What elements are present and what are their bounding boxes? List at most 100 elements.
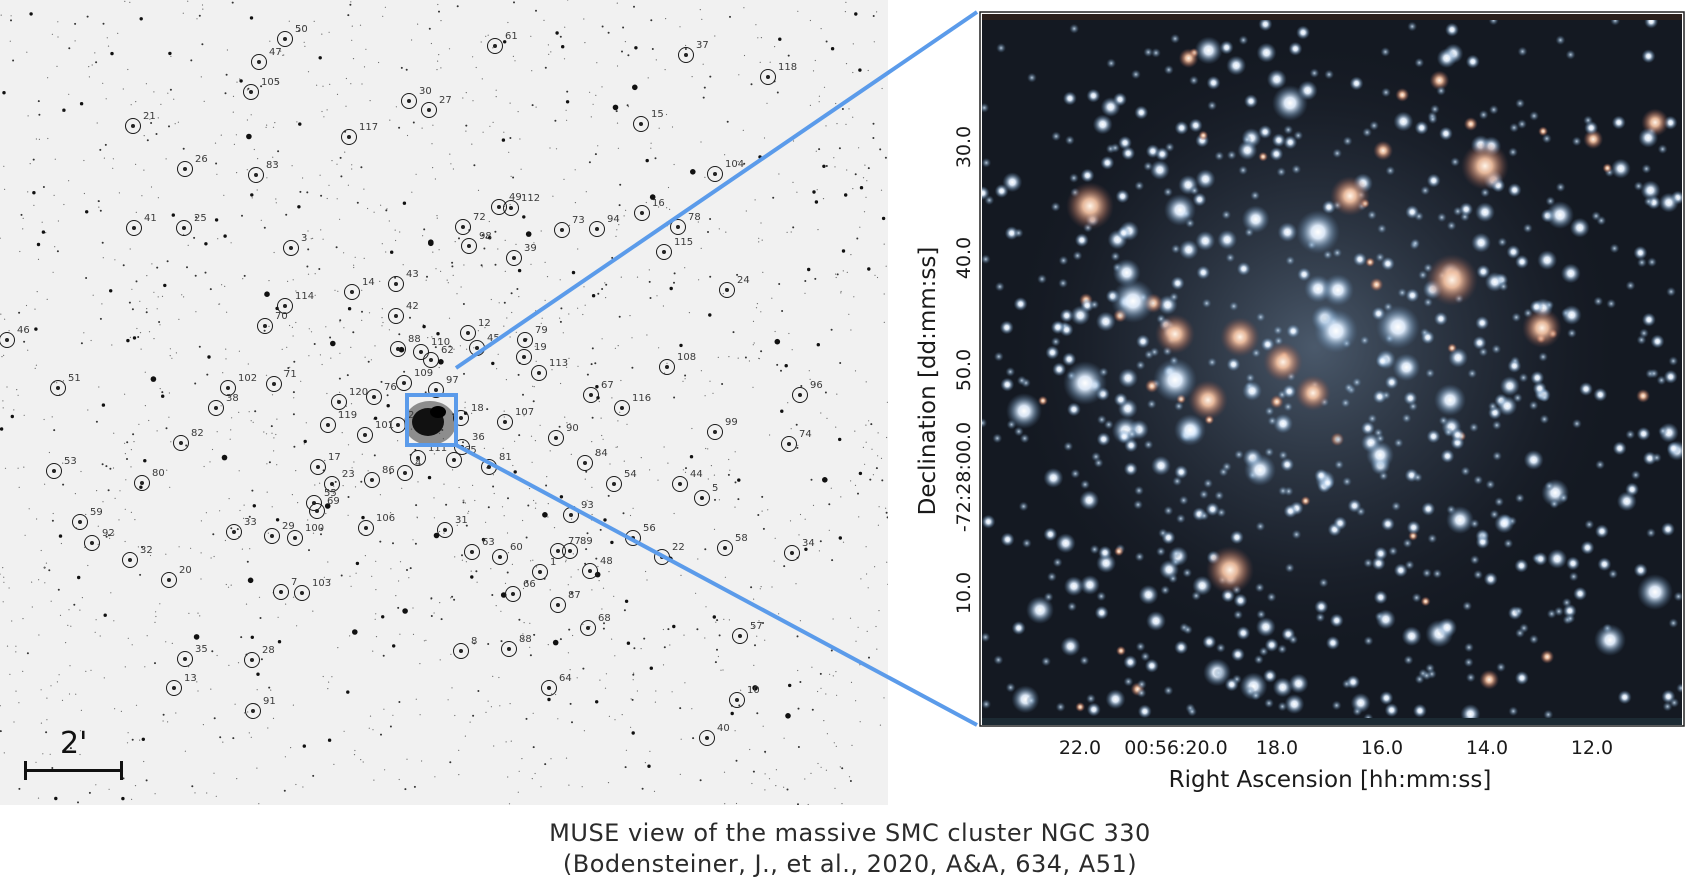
star-label: 80 — [152, 468, 165, 479]
zoom-line-top — [454, 10, 979, 370]
star-marker — [341, 129, 357, 145]
star-label: 116 — [632, 393, 652, 404]
y-tick-4: -72:28:00.0 — [953, 421, 975, 533]
star-label: 103 — [312, 578, 332, 589]
star-label: 29 — [282, 521, 295, 532]
star-marker — [226, 524, 242, 540]
star-marker — [532, 564, 548, 580]
star-marker — [134, 475, 150, 491]
star-label: 33 — [244, 517, 257, 528]
star-marker — [294, 585, 310, 601]
star-marker — [166, 680, 182, 696]
star-marker — [161, 572, 177, 588]
star-label: 119 — [338, 410, 358, 421]
star-marker — [50, 380, 66, 396]
star-label: 97 — [446, 375, 459, 386]
star-marker — [781, 436, 797, 452]
star-label: 53 — [64, 456, 77, 467]
caption-line-1: MUSE view of the massive SMC cluster NGC… — [549, 819, 1151, 847]
star-marker — [487, 38, 503, 54]
star-marker — [287, 530, 303, 546]
star-marker — [125, 118, 141, 134]
star-marker — [453, 410, 469, 426]
star-label: 66 — [523, 579, 536, 590]
star-label: 76 — [384, 382, 397, 393]
star-marker — [460, 325, 476, 341]
star-label: 54 — [624, 469, 637, 480]
star-label: 107 — [515, 407, 535, 418]
star-marker — [672, 476, 688, 492]
star-label: 105 — [261, 77, 281, 88]
star-marker — [580, 620, 596, 636]
star-label: 21 — [143, 111, 156, 122]
star-marker — [531, 365, 547, 381]
star-label: 81 — [499, 452, 512, 463]
star-label: 37 — [696, 40, 709, 51]
star-marker — [505, 586, 521, 602]
star-label: 120 — [349, 387, 369, 398]
star-marker — [717, 540, 733, 556]
star-label: 70 — [275, 311, 288, 322]
star-label: 42 — [406, 301, 419, 312]
star-label: 58 — [735, 533, 748, 544]
zoom-box — [405, 393, 458, 447]
star-marker — [358, 520, 374, 536]
star-label: 41 — [144, 213, 157, 224]
star-marker — [245, 703, 261, 719]
star-label: 5 — [712, 483, 719, 494]
star-label: 102 — [238, 373, 258, 384]
star-label: 32 — [140, 545, 153, 556]
star-marker — [243, 84, 259, 100]
star-label: 31 — [455, 515, 468, 526]
star-marker — [177, 651, 193, 667]
x-axis-title: Right Ascension [hh:mm:ss] — [1168, 767, 1492, 793]
star-marker — [550, 597, 566, 613]
x-tick-6: 12.0 — [1570, 737, 1614, 759]
star-label: 62 — [441, 345, 454, 356]
star-marker — [577, 455, 593, 471]
star-marker — [707, 424, 723, 440]
y-tick-1: 30.0 — [953, 125, 975, 169]
x-tick-4: 16.0 — [1360, 737, 1404, 759]
star-label: 101 — [375, 420, 395, 431]
star-marker — [277, 298, 293, 314]
star-marker — [366, 389, 382, 405]
star-marker — [344, 284, 360, 300]
star-label: 114 — [295, 291, 315, 302]
star-marker — [760, 69, 776, 85]
star-marker — [421, 102, 437, 118]
star-marker — [554, 222, 570, 238]
star-label: 51 — [68, 373, 81, 384]
star-label: 18 — [471, 403, 484, 414]
star-label: 15 — [651, 109, 664, 120]
star-label: 23 — [342, 469, 355, 480]
star-label: 38 — [226, 393, 239, 404]
star-marker — [506, 250, 522, 266]
x-tick-1: 22.0 — [1058, 737, 1102, 759]
star-marker — [390, 341, 406, 357]
star-marker — [331, 394, 347, 410]
star-marker — [220, 380, 236, 396]
star-label: 71 — [284, 369, 297, 380]
star-marker — [251, 54, 267, 70]
star-label: 78 — [688, 212, 701, 223]
star-label: 19 — [534, 342, 547, 353]
star-marker — [122, 552, 138, 568]
star-marker — [126, 220, 142, 236]
star-marker — [244, 652, 260, 668]
star-label: 91 — [263, 696, 276, 707]
star-label: 99 — [725, 417, 738, 428]
finder-chart: 50 61 37 47 118 105 30 27 21 15 117 26 83 104 49 112 16 7… — [0, 0, 888, 805]
star-label: 86 — [382, 465, 395, 476]
star-label: 3 — [301, 233, 308, 244]
star-marker — [583, 387, 599, 403]
star-marker — [177, 161, 193, 177]
star-marker — [364, 472, 380, 488]
star-label: 68 — [598, 613, 611, 624]
star-marker — [792, 387, 808, 403]
star-label: 59 — [90, 507, 103, 518]
star-marker — [633, 116, 649, 132]
star-label: 89 — [580, 536, 593, 547]
star-marker — [501, 641, 517, 657]
